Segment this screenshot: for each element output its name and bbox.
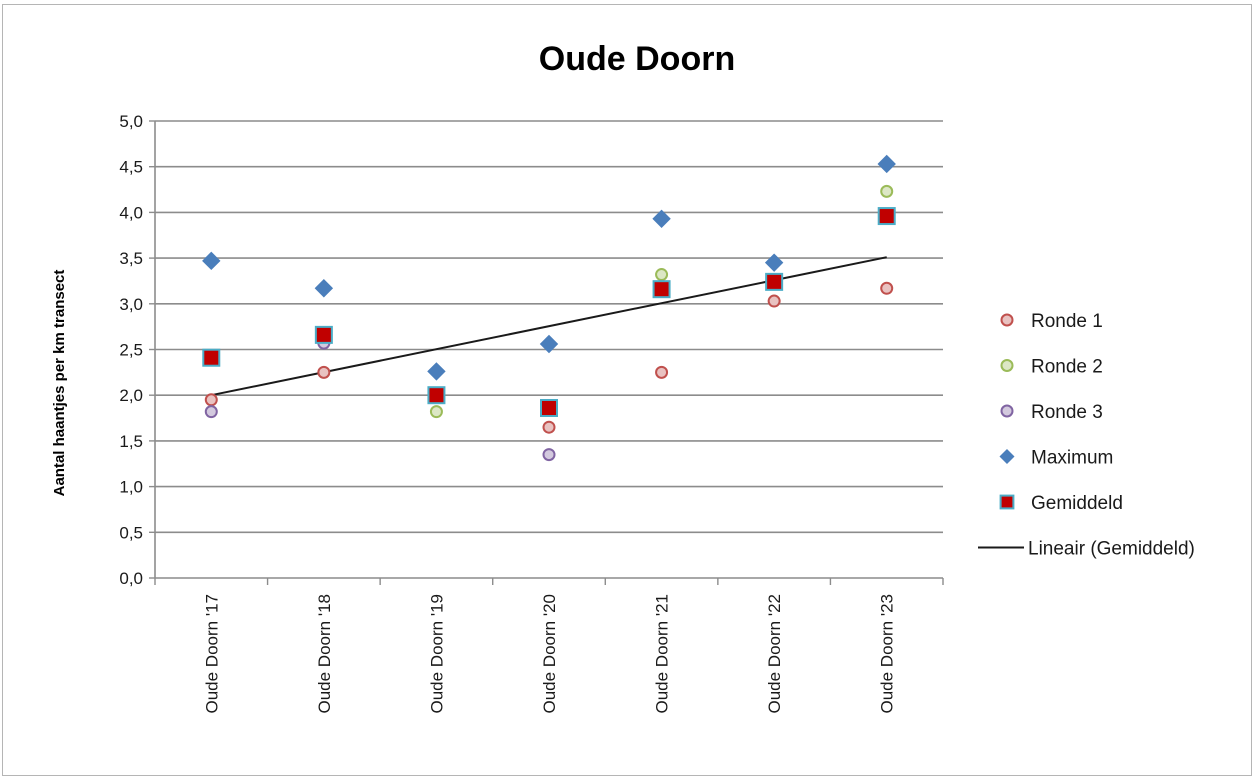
marker-gemiddeld: [540, 398, 558, 417]
marker-ronde-2: [429, 405, 443, 419]
y-tick-label: 2,0: [119, 386, 143, 405]
y-tick-labels: 0,0 0,5 1,0 1,5 2,0 2,5 3,0 3,5 4,0 4,5 5,0: [119, 112, 143, 588]
marker-ronde-1: [542, 420, 556, 434]
legend-label-ronde-3: Ronde 3: [1031, 402, 1103, 423]
legend-marker-maximum: [999, 448, 1015, 465]
y-tick-label: 1,5: [119, 432, 143, 451]
x-tick-label: Oude Doorn '21: [653, 594, 672, 714]
legend-label-gemiddeld: Gemiddeld: [1031, 493, 1123, 514]
y-tick-label: 4,0: [119, 203, 143, 222]
chart-frame: [2, 4, 1252, 776]
marker-ronde-3: [542, 448, 556, 462]
legend-marker-ronde-3: [1000, 404, 1014, 418]
axes: [149, 120, 944, 585]
marker-gemiddeld: [652, 280, 671, 299]
marker-maximum: [877, 154, 896, 174]
marker-ronde-1: [204, 393, 218, 407]
marker-gemiddeld: [314, 325, 333, 344]
marker-ronde-3: [204, 405, 218, 419]
marker-ronde-1: [317, 365, 331, 379]
marker-gemiddeld: [202, 348, 221, 367]
y-tick-label: 3,5: [119, 249, 143, 268]
y-tick-label: 5,0: [119, 112, 143, 131]
marker-gemiddeld: [765, 272, 784, 291]
marker-maximum: [652, 209, 671, 229]
y-tick-label: 2,5: [119, 341, 143, 360]
gridlines: [155, 120, 943, 534]
marker-maximum: [202, 251, 221, 271]
marker-gemiddeld: [877, 207, 896, 226]
legend: Ronde 1 Ronde 2 Ronde 3 Maximum Gemiddeld Lin…: [978, 311, 1195, 560]
marker-maximum: [764, 253, 784, 272]
marker-ronde-2: [655, 268, 669, 282]
legend-label-maximum: Maximum: [1031, 448, 1113, 469]
y-tick-label: 3,0: [119, 295, 143, 314]
legend-marker-ronde-2: [1000, 359, 1014, 372]
x-tick-label: Oude Doorn '19: [427, 594, 446, 714]
legend-label-ronde-2: Ronde 2: [1031, 357, 1103, 378]
chart-title: Oude Doorn: [539, 40, 735, 78]
legend-marker-gemiddeld: [999, 494, 1015, 510]
y-tick-label: 0,0: [119, 569, 143, 588]
trendline: [211, 256, 887, 397]
legend-marker-ronde-1: [1000, 313, 1014, 327]
marker-maximum: [314, 279, 334, 298]
x-tick-label: Oude Doorn '23: [878, 594, 897, 714]
marker-ronde-1: [767, 294, 781, 308]
y-axis-label: Aantal haantjes per km transect: [51, 270, 68, 497]
x-tick-label: Oude Doorn '22: [765, 594, 784, 714]
y-tick-label: 4,5: [119, 158, 143, 177]
y-tick-label: 1,0: [119, 478, 143, 497]
legend-label-ronde-1: Ronde 1: [1031, 311, 1103, 332]
marker-maximum: [539, 334, 559, 354]
x-tick-label: Oude Doorn '18: [315, 594, 334, 714]
y-tick-label: 0,5: [119, 523, 143, 542]
legend-label-trendline: Lineair (Gemiddeld): [1028, 539, 1195, 560]
x-tick-label: Oude Doorn '20: [540, 594, 559, 714]
x-tick-label: Oude Doorn '17: [202, 594, 221, 714]
marker-ronde-1: [880, 281, 894, 295]
marker-ronde-2: [880, 184, 894, 198]
data-markers: [202, 154, 896, 462]
trendline-segment: [211, 256, 887, 397]
marker-maximum: [427, 362, 446, 381]
x-tick-labels: Oude Doorn '17 Oude Doorn '18 Oude Doorn '…: [202, 594, 896, 714]
marker-ronde-1: [655, 365, 669, 379]
marker-gemiddeld: [427, 386, 446, 405]
